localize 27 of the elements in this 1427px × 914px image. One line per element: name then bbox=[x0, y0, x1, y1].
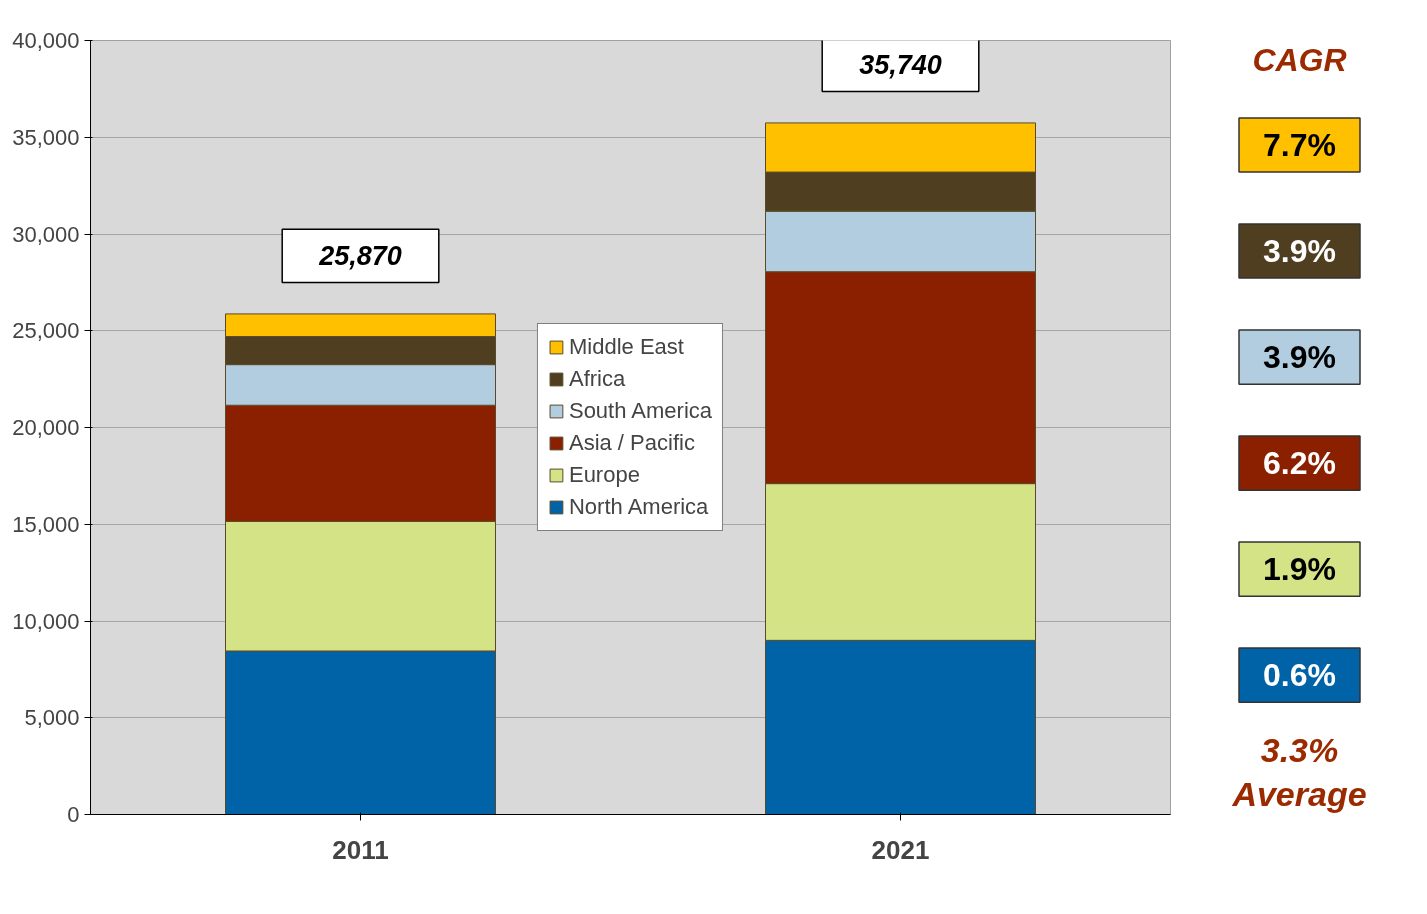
text: 1.9% bbox=[1263, 551, 1336, 588]
y-tick-label: 30,000 bbox=[12, 221, 80, 247]
legend-label: North America bbox=[568, 494, 709, 520]
text: 0.6% bbox=[1263, 657, 1336, 694]
legend-label: South America bbox=[568, 398, 713, 424]
text: 3.9% bbox=[1263, 233, 1336, 270]
y-tick-label: 15,000 bbox=[12, 511, 80, 537]
text: CAGR bbox=[1252, 41, 1347, 78]
legend-label: Asia / Pacific bbox=[568, 430, 695, 456]
y-tick-label: 5,000 bbox=[24, 705, 80, 731]
legend-label: Europe bbox=[568, 462, 640, 488]
y-tick-label: 25,000 bbox=[12, 318, 80, 344]
y-tick-label: 0 bbox=[67, 802, 80, 827]
total-label: 25,870 bbox=[318, 241, 402, 272]
y-tick-label: 10,000 bbox=[12, 608, 80, 634]
y-tick-label: 35,000 bbox=[12, 124, 80, 150]
text: 7.7% bbox=[1263, 126, 1336, 163]
x-tick-label: 2011 bbox=[332, 834, 389, 865]
y-tick-label: 40,000 bbox=[12, 28, 80, 53]
total-label: 35,740 bbox=[859, 50, 942, 81]
text: 6.2% bbox=[1263, 445, 1336, 482]
legend-label: Africa bbox=[568, 366, 626, 392]
text: 3.3% Average bbox=[1231, 731, 1367, 813]
y-tick-label: 20,000 bbox=[12, 415, 80, 440]
text: 3.9% bbox=[1263, 339, 1336, 376]
legend-label: Middle East bbox=[568, 334, 684, 360]
x-tick-label: 2021 bbox=[871, 834, 930, 865]
